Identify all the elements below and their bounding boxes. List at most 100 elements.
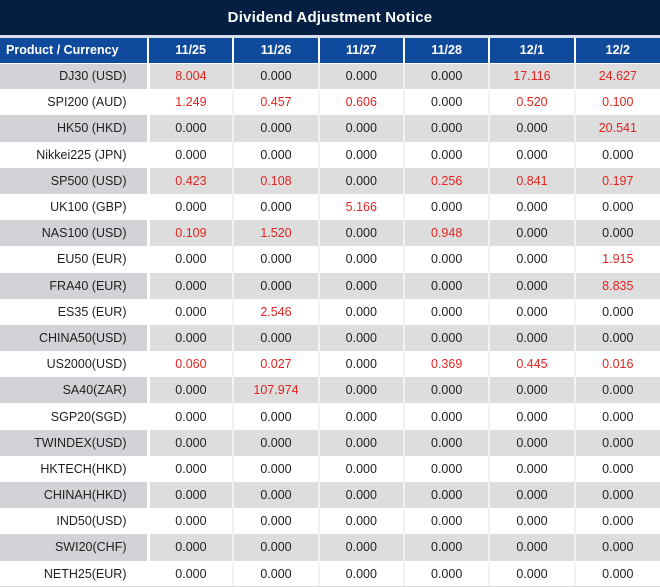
value-cell: 0.000 <box>489 482 576 509</box>
value-cell: 0.000 <box>233 429 320 456</box>
value-cell: 0.000 <box>148 403 235 430</box>
value-cell: 0.000 <box>403 193 491 221</box>
value-cell: 0.109 <box>148 220 235 247</box>
table-row: TWINDEX(USD) 0.000 0.000 0.000 0.000 0.000 0.0… <box>0 429 660 456</box>
value-cell: 0.000 <box>318 482 405 509</box>
value-cell: 0.000 <box>318 403 405 430</box>
value-cell: 0.016 <box>574 351 660 378</box>
value-cell: 0.000 <box>403 403 491 430</box>
value-cell: 0.000 <box>574 534 660 561</box>
product-label: HK50 (HKD) <box>0 115 150 142</box>
value-cell: 0.000 <box>574 455 660 482</box>
value-cell: 0.000 <box>574 220 660 247</box>
value-cell: 0.000 <box>148 429 235 456</box>
value-cell: 0.197 <box>574 167 660 194</box>
table-row: HK50 (HKD) 0.000 0.000 0.000 0.000 0.000 20.54… <box>0 115 660 142</box>
value-cell: 0.948 <box>403 220 491 247</box>
value-cell: 0.000 <box>148 508 235 535</box>
value-cell: 0.000 <box>574 324 660 352</box>
table-row: ES35 (EUR) 0.000 2.546 0.000 0.000 0.000 0.000 <box>0 298 660 325</box>
product-label: CHINAH(HKD) <box>0 482 150 509</box>
value-cell: 0.000 <box>574 193 660 221</box>
value-cell: 0.000 <box>489 115 576 142</box>
value-cell: 0.000 <box>148 560 235 586</box>
table-row: Nikkei225 (JPN) 0.000 0.000 0.000 0.000 0.000… <box>0 141 660 168</box>
table-row: IND50(USD) 0.000 0.000 0.000 0.000 0.000 0.000 <box>0 508 660 535</box>
product-label: NETH25(EUR) <box>0 560 150 586</box>
value-cell: 0.000 <box>403 89 491 116</box>
value-cell: 0.000 <box>318 272 405 299</box>
value-cell: 0.000 <box>574 560 660 586</box>
date-header: 12/1 <box>489 38 576 64</box>
value-cell: 0.000 <box>574 429 660 456</box>
value-cell: 0.000 <box>403 534 491 561</box>
value-cell: 0.000 <box>489 455 576 482</box>
value-cell: 0.000 <box>403 246 491 273</box>
value-cell: 0.000 <box>489 193 576 221</box>
value-cell: 0.000 <box>403 455 491 482</box>
value-cell: 0.000 <box>489 141 576 168</box>
table-row: SGP20(SGD) 0.000 0.000 0.000 0.000 0.000 0.000 <box>0 403 660 430</box>
value-cell: 0.000 <box>148 324 235 352</box>
value-cell: 0.000 <box>574 377 660 404</box>
value-cell: 20.541 <box>574 115 660 142</box>
value-cell: 0.000 <box>233 403 320 430</box>
value-cell: 0.000 <box>233 560 320 586</box>
value-cell: 0.000 <box>318 455 405 482</box>
value-cell: 0.108 <box>233 167 320 194</box>
dividend-table: Product / Currency 11/25 11/26 11/27 11/28 1… <box>0 38 660 586</box>
value-cell: 8.004 <box>148 63 235 90</box>
value-cell: 0.000 <box>233 482 320 509</box>
value-cell: 0.000 <box>403 377 491 404</box>
value-cell: 0.000 <box>489 272 576 299</box>
value-cell: 0.000 <box>233 455 320 482</box>
value-cell: 0.457 <box>233 89 320 116</box>
value-cell: 0.000 <box>403 298 491 325</box>
value-cell: 0.000 <box>318 560 405 586</box>
value-cell: 0.000 <box>318 429 405 456</box>
date-header: 11/26 <box>233 38 320 64</box>
value-cell: 0.000 <box>148 455 235 482</box>
value-cell: 0.000 <box>489 220 576 247</box>
value-cell: 0.000 <box>318 63 405 90</box>
value-cell: 0.000 <box>489 324 576 352</box>
value-cell: 0.000 <box>403 560 491 586</box>
product-label: IND50(USD) <box>0 508 150 535</box>
value-cell: 0.000 <box>403 115 491 142</box>
product-label: EU50 (EUR) <box>0 246 150 273</box>
value-cell: 0.000 <box>403 141 491 168</box>
product-label: SPI200 (AUD) <box>0 89 150 116</box>
table-row: CHINAH(HKD) 0.000 0.000 0.000 0.000 0.000 0.00… <box>0 482 660 509</box>
value-cell: 0.000 <box>148 141 235 168</box>
value-cell: 0.000 <box>233 63 320 90</box>
table-header-row: Product / Currency 11/25 11/26 11/27 11/28 1… <box>0 38 660 64</box>
value-cell: 0.000 <box>233 272 320 299</box>
table-row: SP500 (USD) 0.423 0.108 0.000 0.256 0.841 0.19… <box>0 167 660 194</box>
table-row: US2000(USD) 0.060 0.027 0.000 0.369 0.445 0.01… <box>0 351 660 378</box>
table-row: CHINA50(USD) 0.000 0.000 0.000 0.000 0.000 0.0… <box>0 324 660 352</box>
value-cell: 0.000 <box>318 141 405 168</box>
product-currency-header: Product / Currency <box>0 38 149 64</box>
table-row: SPI200 (AUD) 1.249 0.457 0.606 0.000 0.520 0.1… <box>0 89 660 116</box>
value-cell: 107.974 <box>233 377 320 404</box>
value-cell: 24.627 <box>574 63 660 90</box>
value-cell: 8.835 <box>574 272 660 299</box>
value-cell: 17.116 <box>489 63 576 90</box>
value-cell: 0.000 <box>233 534 320 561</box>
value-cell: 0.000 <box>233 115 320 142</box>
value-cell: 0.000 <box>403 324 491 352</box>
date-header: 12/2 <box>574 38 660 64</box>
product-label: Nikkei225 (JPN) <box>0 141 150 168</box>
value-cell: 0.000 <box>489 429 576 456</box>
value-cell: 0.000 <box>233 324 320 352</box>
value-cell: 0.000 <box>318 115 405 142</box>
value-cell: 5.166 <box>318 193 405 221</box>
value-cell: 0.000 <box>318 377 405 404</box>
value-cell: 0.445 <box>489 351 576 378</box>
value-cell: 0.000 <box>318 220 405 247</box>
table-row: EU50 (EUR) 0.000 0.000 0.000 0.000 0.000 1.915 <box>0 246 660 273</box>
value-cell: 0.000 <box>489 508 576 535</box>
value-cell: 0.000 <box>233 141 320 168</box>
product-label: TWINDEX(USD) <box>0 429 150 456</box>
